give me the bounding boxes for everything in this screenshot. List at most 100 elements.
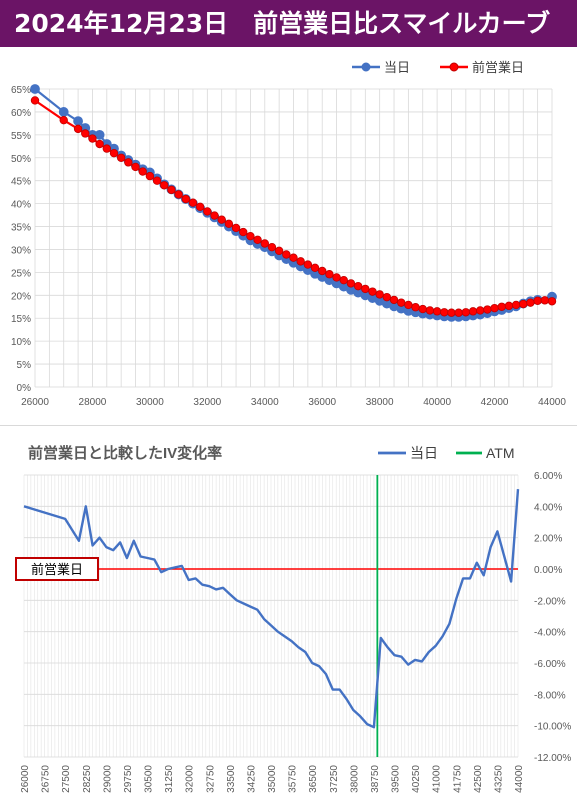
x-tick-label: 34000	[251, 397, 279, 408]
series-line-today	[23, 489, 520, 729]
x-tick-label: 40000	[423, 397, 451, 408]
x-tick-label: 41000	[432, 765, 443, 793]
y-tick-label: -10.00%	[534, 722, 571, 733]
x-tick-label: 44000	[514, 765, 525, 793]
data-point-prev	[468, 307, 478, 316]
y-tick-label: -4.00%	[534, 628, 566, 639]
data-point-today	[94, 129, 105, 140]
reference-label: 前営業日	[31, 562, 83, 577]
data-point-prev	[339, 275, 348, 285]
data-point-prev	[475, 306, 485, 315]
data-point-prev	[296, 257, 305, 266]
x-tick-label: 32750	[205, 765, 216, 793]
data-point-today	[58, 107, 69, 117]
data-point-prev	[533, 296, 542, 306]
x-tick-label: 26750	[41, 765, 52, 793]
smile-curve-chart: 0% 5% 10% 15% 20% 25% 30% 35% 40% 45% 50% 55% 60% 65%…	[11, 60, 566, 408]
data-point-prev	[361, 284, 370, 294]
x-tick-label: 31250	[164, 765, 175, 793]
x-tick-label: 29750	[123, 765, 134, 793]
data-point-prev	[239, 227, 248, 237]
y-tick-label: 4.00%	[534, 502, 562, 513]
data-point-prev	[418, 304, 427, 314]
data-point-prev	[432, 307, 442, 316]
x-tick-label: 36500	[308, 765, 319, 793]
data-point-prev	[274, 246, 284, 256]
data-point-prev	[346, 279, 356, 288]
data-point-prev	[253, 235, 262, 245]
x-tick-label: 38000	[349, 765, 360, 793]
data-point-prev	[318, 266, 327, 276]
data-point-prev	[389, 295, 399, 305]
iv-change-chart: 6.00% 4.00% 2.00% 0.00% -2.00% -4.00% -6.00% -8…	[15, 444, 571, 793]
data-point-prev	[203, 207, 212, 216]
data-point-prev	[188, 198, 198, 207]
y-tick-label: 0.00%	[534, 565, 562, 576]
x-tick-label: 37250	[329, 765, 340, 793]
x-tick-label: 28000	[79, 397, 107, 408]
data-point-today	[30, 84, 40, 94]
data-point-prev	[526, 298, 535, 307]
data-point-prev	[490, 303, 499, 313]
x-tick-label: 38000	[366, 397, 394, 408]
data-point-prev	[124, 158, 133, 167]
data-point-prev	[181, 194, 190, 204]
data-point-prev	[138, 167, 147, 176]
data-point-prev	[59, 115, 68, 125]
x-tick-label: 34250	[246, 765, 257, 793]
x-tick-label: 29000	[102, 765, 113, 793]
data-point-prev	[145, 171, 155, 181]
data-point-prev	[131, 162, 140, 172]
chart-title: 前営業日と比較したIV変化率	[28, 444, 222, 462]
data-point-prev	[382, 292, 392, 302]
x-tick-label: 39500	[391, 765, 402, 793]
y-tick-label: 45%	[11, 177, 31, 188]
data-point-prev	[95, 139, 104, 149]
legend-marker	[361, 62, 371, 72]
chart-divider	[0, 425, 577, 426]
data-point-prev	[497, 302, 506, 311]
legend-label: 当日	[384, 60, 410, 75]
data-point-prev	[167, 185, 176, 195]
data-point-prev	[217, 215, 226, 224]
x-tick-label: 26000	[21, 397, 49, 408]
y-tick-label: 20%	[11, 291, 31, 302]
data-point-prev	[511, 300, 521, 310]
x-tick-label: 42000	[481, 397, 509, 408]
data-point-prev	[454, 308, 463, 317]
x-tick-label: 30500	[144, 765, 155, 793]
legend-label: 前営業日	[472, 60, 524, 75]
data-point-prev	[246, 231, 255, 241]
data-point-prev	[260, 239, 269, 248]
x-tick-label: 36000	[308, 397, 336, 408]
y-tick-label: 65%	[11, 85, 31, 96]
data-point-prev	[411, 303, 420, 312]
data-point-prev	[224, 219, 234, 228]
data-point-prev	[231, 223, 241, 233]
y-tick-label: 50%	[11, 154, 31, 165]
data-point-prev	[325, 270, 334, 279]
y-tick-label: 2.00%	[534, 534, 562, 545]
legend-marker	[449, 62, 459, 72]
x-tick-label: 33500	[226, 765, 237, 793]
x-tick-label: 44000	[538, 397, 566, 408]
data-point-prev	[368, 287, 377, 296]
page-title: 2024年12月23日 前営業日比スマイルカーブ	[0, 0, 577, 47]
x-tick-label: 27500	[61, 765, 72, 793]
data-point-prev	[332, 273, 341, 282]
data-point-prev	[447, 308, 456, 317]
x-tick-label: 32000	[193, 397, 221, 408]
y-tick-label: 35%	[11, 223, 31, 234]
data-point-prev	[425, 306, 435, 315]
x-tick-label: 38750	[370, 765, 381, 793]
y-tick-label: 6.00%	[534, 471, 562, 482]
y-tick-label: 30%	[11, 245, 31, 256]
x-tick-label: 41750	[452, 765, 463, 793]
data-point-prev	[88, 134, 97, 143]
data-point-prev	[519, 299, 528, 309]
y-tick-label: 55%	[11, 131, 31, 142]
y-tick-label: 60%	[11, 108, 31, 119]
data-point-prev	[353, 281, 363, 291]
data-point-today	[73, 116, 83, 126]
y-tick-label: 15%	[11, 314, 31, 325]
